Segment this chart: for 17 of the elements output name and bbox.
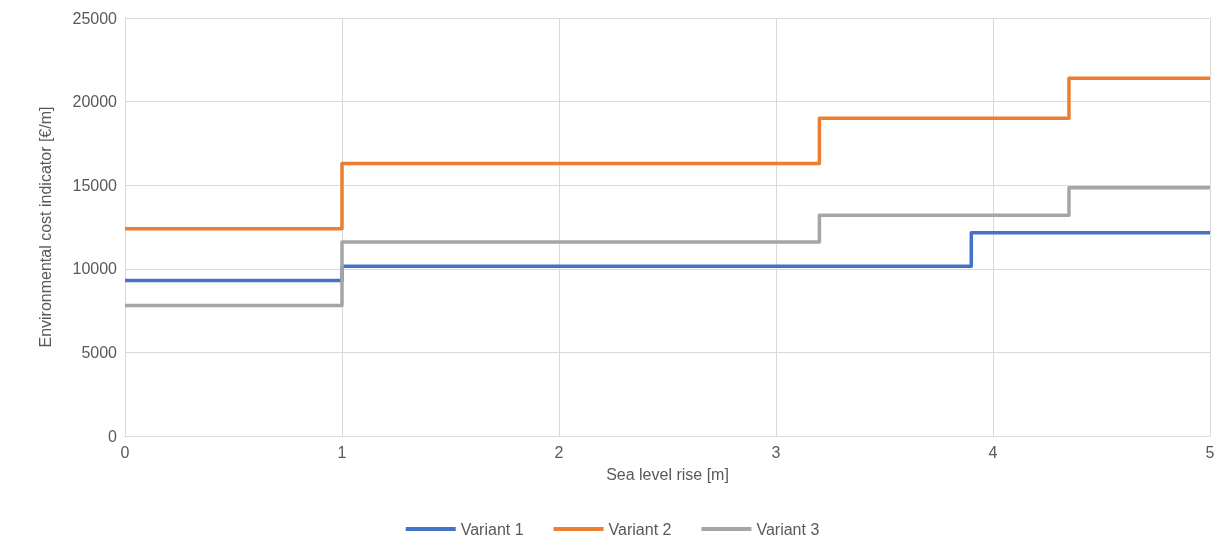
x-tick-label: 2 (554, 443, 564, 461)
y-tick-label: 15000 (72, 176, 118, 194)
legend-label: Variant 2 (608, 520, 672, 538)
y-tick-label: 20000 (72, 93, 118, 111)
legend-label: Variant 1 (460, 520, 524, 538)
y-tick-label: 0 (108, 427, 118, 445)
x-tick-label: 0 (120, 443, 130, 461)
x-tick-label: 3 (771, 443, 781, 461)
x-tick-label: 5 (1205, 443, 1215, 461)
x-axis-title: Sea level rise [m] (606, 465, 729, 483)
legend-label: Variant 3 (756, 520, 820, 538)
x-tick-label: 4 (988, 443, 998, 461)
y-axis-title: Environmental cost indicator [€/m] (36, 106, 54, 348)
x-tick-label: 1 (337, 443, 347, 461)
y-tick-label: 25000 (72, 9, 118, 27)
y-tick-label: 5000 (81, 343, 118, 361)
y-tick-label: 10000 (72, 260, 118, 278)
